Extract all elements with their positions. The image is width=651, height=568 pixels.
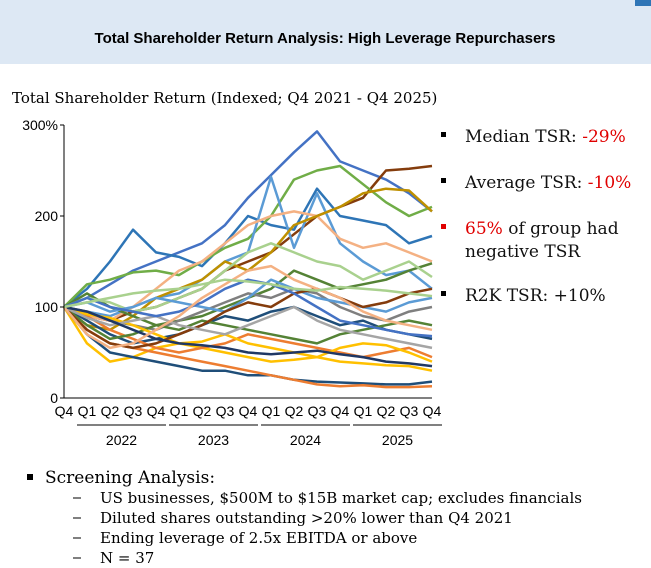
series-line xyxy=(63,278,433,309)
y-tick-label: 100 xyxy=(35,299,59,315)
bullet xyxy=(441,224,446,229)
x-tick-label: Q1 xyxy=(170,403,189,419)
x-tick-label: Q4 xyxy=(331,403,350,419)
header-title: Total Shareholder Return Analysis: High … xyxy=(95,30,556,47)
series-line xyxy=(63,305,433,350)
x-tick-label: Q4 xyxy=(239,403,258,419)
callout: Average TSR: -10% xyxy=(464,173,631,193)
series-line xyxy=(63,306,433,345)
bullet xyxy=(441,178,446,183)
y-tick-label: 0 xyxy=(50,390,58,406)
x-tick-label: Q1 xyxy=(78,403,97,419)
x-tick-label: Q3 xyxy=(124,403,143,419)
x-tick-label: Q4 xyxy=(147,403,166,419)
series-line xyxy=(63,305,433,368)
bullet xyxy=(441,132,446,137)
series-line xyxy=(63,278,433,313)
callout-value: 65% xyxy=(465,219,503,239)
screening-item: N = 37 xyxy=(100,549,154,567)
screening-item: Ending leverage of 2.5x EBITDA or above xyxy=(100,529,417,547)
x-tick-label: Q3 xyxy=(400,403,419,419)
callout-value: -29% xyxy=(582,127,626,147)
x-tick-label: Q4 xyxy=(55,403,74,419)
x-tick-label: Q1 xyxy=(354,403,373,419)
callout-value: -10% xyxy=(588,173,632,193)
x-tick-label: Q2 xyxy=(193,403,212,419)
series-line xyxy=(63,264,433,350)
series-line xyxy=(63,210,433,322)
corner-accent xyxy=(635,0,651,6)
callout: negative TSR xyxy=(465,242,581,262)
screening-item: US businesses, $500M to $15B market cap;… xyxy=(100,489,582,507)
x-tick-label: Q2 xyxy=(101,403,120,419)
year-label: 2024 xyxy=(290,432,321,448)
header-band xyxy=(0,0,651,64)
screening-item: Diluted shares outstanding >20% lower th… xyxy=(100,509,513,527)
series-line xyxy=(63,305,433,345)
bullet xyxy=(27,474,33,480)
x-tick-label: Q3 xyxy=(216,403,235,419)
screening-heading: Screening Analysis: xyxy=(45,468,215,488)
x-tick-label: Q4 xyxy=(423,403,442,419)
callout-label: Median TSR: xyxy=(465,127,577,147)
year-label: 2022 xyxy=(106,432,137,448)
series-line xyxy=(63,287,433,350)
year-label: 2023 xyxy=(198,432,229,448)
bullet xyxy=(441,291,446,296)
x-tick-label: Q1 xyxy=(262,403,281,419)
callout: R2K TSR: +10% xyxy=(465,286,606,306)
callout: 65% of group had xyxy=(465,219,619,239)
series-line xyxy=(62,306,433,372)
y-tick-label: 200 xyxy=(35,208,59,224)
series-line xyxy=(63,278,433,338)
chart-title: Total Shareholder Return (Indexed; Q4 20… xyxy=(12,89,437,107)
series-line xyxy=(63,164,433,308)
callout-label: Average TSR: xyxy=(464,173,582,193)
x-tick-label: Q2 xyxy=(377,403,396,419)
x-tick-label: Q3 xyxy=(308,403,327,419)
y-tick-label: 300% xyxy=(22,117,58,133)
series-line xyxy=(63,306,433,386)
year-label: 2025 xyxy=(382,432,413,448)
series-line xyxy=(63,187,433,308)
callout-label: of group had xyxy=(508,219,618,239)
x-tick-label: Q2 xyxy=(285,403,304,419)
callout: Median TSR: -29% xyxy=(465,127,626,147)
